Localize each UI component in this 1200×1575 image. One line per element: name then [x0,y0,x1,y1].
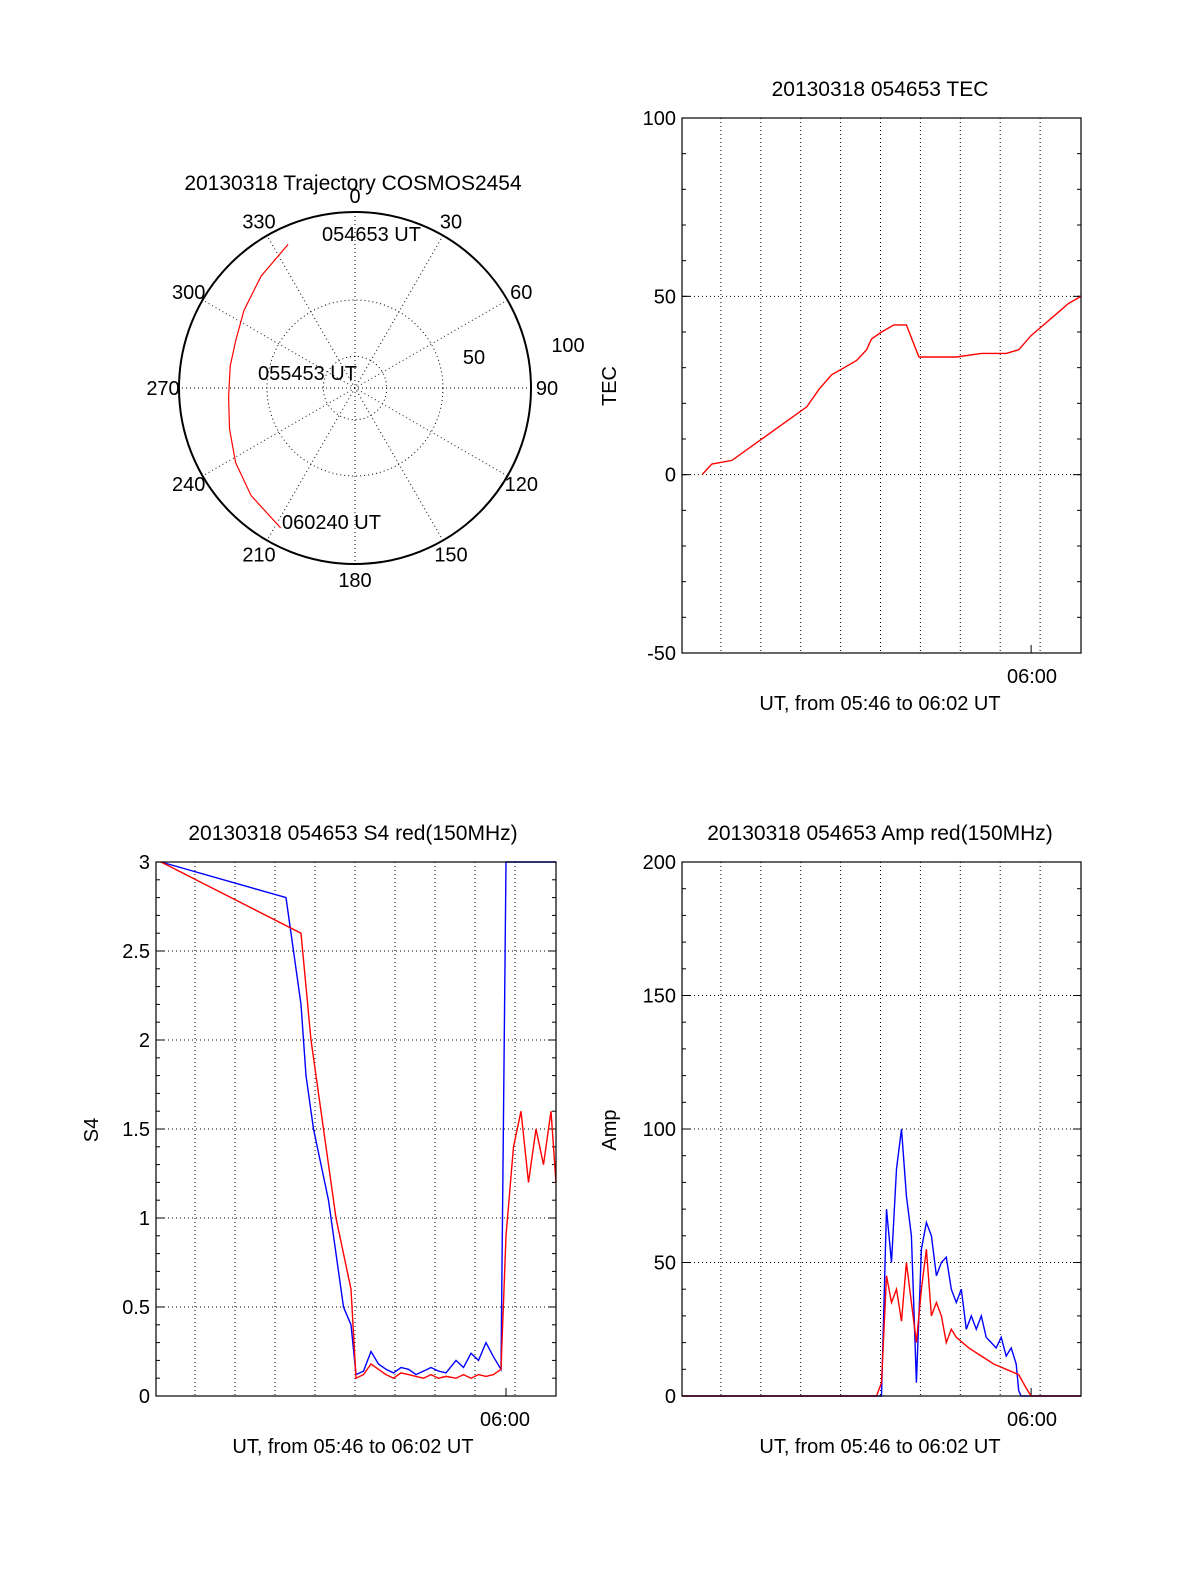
polar-azimuth-tick: 0 [349,186,360,208]
polar-azimuth-tick: 150 [434,544,467,566]
s4-ytick-label: 0 [139,1386,150,1408]
amp-xlabel: UT, from 05:46 to 06:02 UT [759,1436,1000,1458]
amp-xtick-0600: 06:00 [1007,1409,1057,1431]
amp-ytick-label: 100 [643,1119,676,1141]
amp-series-blue [682,1128,1081,1397]
s4-ytick-label: 1 [139,1208,150,1230]
s4-title: 20130318 054653 S4 red(150MHz) [188,822,517,845]
s4-ytick-label: 0.5 [122,1297,150,1319]
s4-ylabel: S4 [81,1118,103,1142]
amp-ytick-label: 200 [643,852,676,874]
tec-ytick-label: 0 [665,465,676,487]
polar-outer-ring [178,211,532,565]
polar-azimuth-tick: 300 [172,282,205,304]
amp-title: 20130318 054653 Amp red(150MHz) [707,822,1053,845]
polar-panel: 20130318 Trajectory COSMOS2454 0 30 60 90 12… [146,172,584,592]
polar-label-end: 060240 UT [282,512,381,534]
s4-xtick-0600: 06:00 [480,1409,530,1431]
polar-azimuth-tick: 210 [242,544,275,566]
polar-azimuth-tick: 330 [242,212,275,234]
s4-panel: 20130318 054653 S4 red(150MHz) S4 UT, fr… [81,822,557,1458]
polar-trajectory-line [227,244,289,529]
amp-frame [681,861,1082,1397]
s4-ytick-label: 2 [139,1030,150,1052]
polar-grid [179,212,531,564]
amp-series-red [682,1249,1081,1397]
polar-azimuth-tick: 60 [510,282,532,304]
s4-series-blue [160,861,556,1376]
amp-ytick-label: 50 [654,1253,676,1275]
tec-xtick-0600: 06:00 [1007,666,1057,688]
tec-ytick-label: 50 [654,286,676,308]
polar-ring-label-50: 50 [463,347,485,369]
polar-label-mid: 055453 UT [258,363,357,385]
polar-azimuth-tick: 180 [338,570,371,592]
polar-azimuth-labels: 0 30 60 90 120 150 180 210 240 270 300 330 [146,186,558,592]
amp-ytick-label: 150 [643,986,676,1008]
polar-spoke-150 [266,235,444,541]
tec-xlabel: UT, from 05:46 to 06:02 UT [759,693,1000,715]
polar-azimuth-tick: 270 [146,378,179,400]
s4-xlabel: UT, from 05:46 to 06:02 UT [232,1436,473,1458]
s4-ytick-label: 3 [139,852,150,874]
tec-ylabel: TEC [599,366,621,406]
polar-azimuth-tick: 30 [440,212,462,234]
polar-title: 20130318 Trajectory COSMOS2454 [184,172,522,195]
tec-panel: 20130318 054653 TEC TEC UT, from 05:46 t… [599,78,1082,715]
s4-ytick-label: 2.5 [122,941,150,963]
polar-ring-label-100: 100 [551,335,584,357]
tec-ytick-label: 100 [643,108,676,130]
tec-title: 20130318 054653 TEC [772,78,989,101]
amp-panel: 20130318 054653 Amp red(150MHz) Amp UT, … [599,822,1082,1458]
polar-azimuth-tick: 90 [536,378,558,400]
polar-label-start: 054653 UT [322,224,421,246]
tec-frame [681,117,1082,654]
tec-ytick-label: -50 [647,643,676,665]
s4-series-red [160,861,557,1380]
s4-ytick-label: 1.5 [122,1119,150,1141]
polar-azimuth-tick: 120 [505,474,538,496]
polar-azimuth-tick: 240 [172,474,205,496]
amp-ytick-label: 0 [665,1386,676,1408]
tec-series-TEC [701,295,1082,476]
s4-frame [155,861,557,1397]
amp-ylabel: Amp [599,1109,621,1150]
